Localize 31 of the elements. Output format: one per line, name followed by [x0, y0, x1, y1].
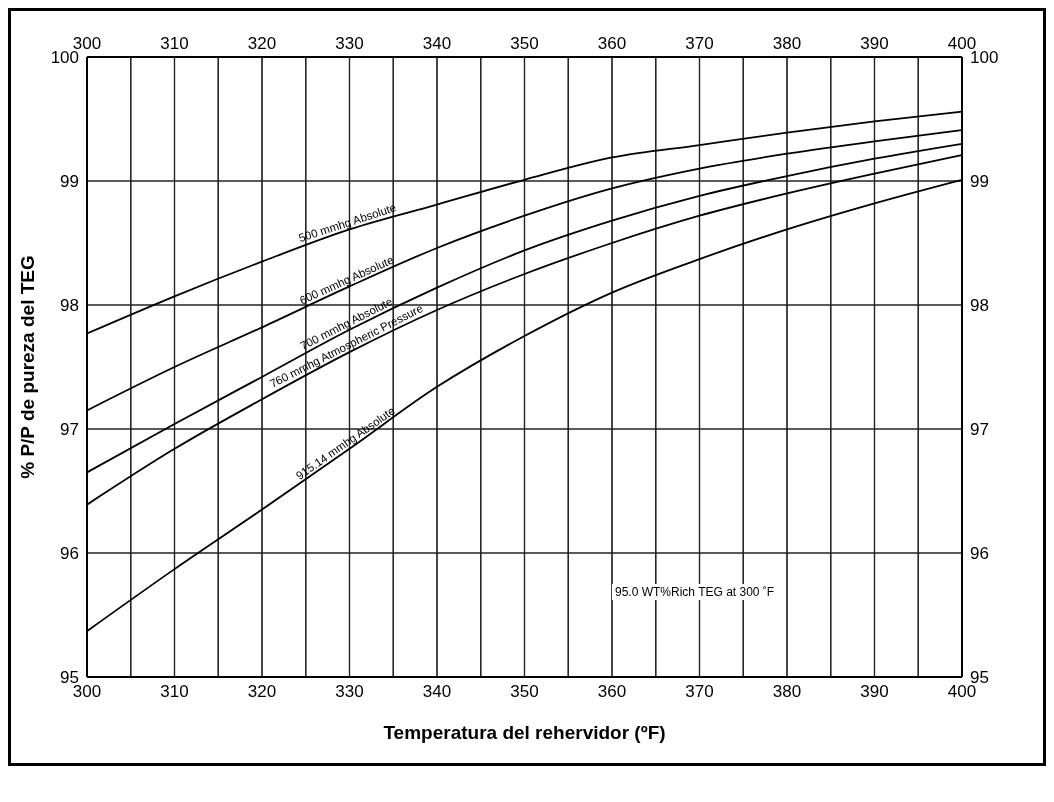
y2-tick-label: 98: [970, 296, 989, 316]
x2-tick-label: 390: [860, 682, 889, 702]
x-axis-title: Temperatura del rehervidor (ºF): [383, 722, 666, 743]
x2-tick-label: 370: [685, 682, 714, 702]
x-tick-label: 350: [510, 34, 539, 53]
x2-tick-label: 320: [247, 682, 277, 702]
y2-tick-label: 99: [970, 172, 989, 192]
x2-tick-label: 360: [597, 682, 627, 702]
x-tick-label: 310: [160, 34, 189, 53]
y-tick-label: 98: [60, 296, 79, 316]
x-tick-label: 320: [247, 34, 277, 53]
y-tick-label: 100: [50, 48, 79, 68]
y2-tick-label: 97: [970, 420, 989, 440]
x-tick-label: 380: [772, 34, 802, 53]
y-tick-label: 96: [60, 544, 79, 564]
x2-tick-label: 380: [772, 682, 802, 702]
y2-tick-label: 96: [970, 544, 989, 564]
annotation: 95.0 WT%Rich TEG at 300 ˚F: [612, 584, 778, 600]
y-tick-label: 99: [60, 172, 79, 192]
x2-tick-label: 310: [160, 682, 189, 702]
x-tick-label: 360: [597, 34, 627, 53]
x-tick-label: 370: [685, 34, 714, 53]
y-tick-label: 97: [60, 420, 79, 440]
x-tick-label: 390: [860, 34, 889, 53]
x-tick-label: 330: [335, 34, 364, 53]
y2-tick-label: 100: [970, 48, 999, 68]
y-axis-title: % P/P de pureza del TEG: [16, 255, 38, 479]
x2-tick-label: 340: [422, 682, 452, 702]
x2-tick-label: 330: [335, 682, 364, 702]
x-tick-label: 340: [422, 34, 452, 53]
x2-tick-label: 350: [510, 682, 539, 702]
